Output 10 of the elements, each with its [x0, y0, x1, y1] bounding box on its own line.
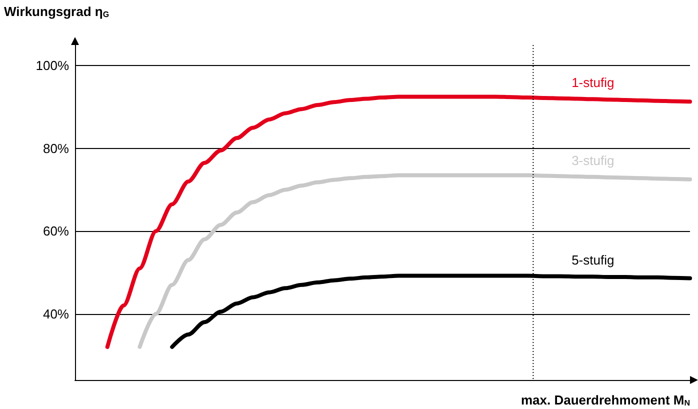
chart-title: Wirkungsgrad ηG — [4, 4, 110, 19]
y-tick-label: 100% — [36, 58, 70, 74]
line-series — [138, 173, 692, 349]
y-tick-label: 60% — [42, 224, 70, 239]
y-tick-label: 80% — [42, 140, 70, 156]
y-tick-label: 40% — [42, 306, 70, 322]
series-label: 5-stufig — [572, 252, 614, 268]
series-label: 1-stufig — [572, 75, 614, 90]
line-series — [105, 94, 692, 349]
x-axis-title: max. Dauerdrehmoment MN — [520, 392, 690, 408]
